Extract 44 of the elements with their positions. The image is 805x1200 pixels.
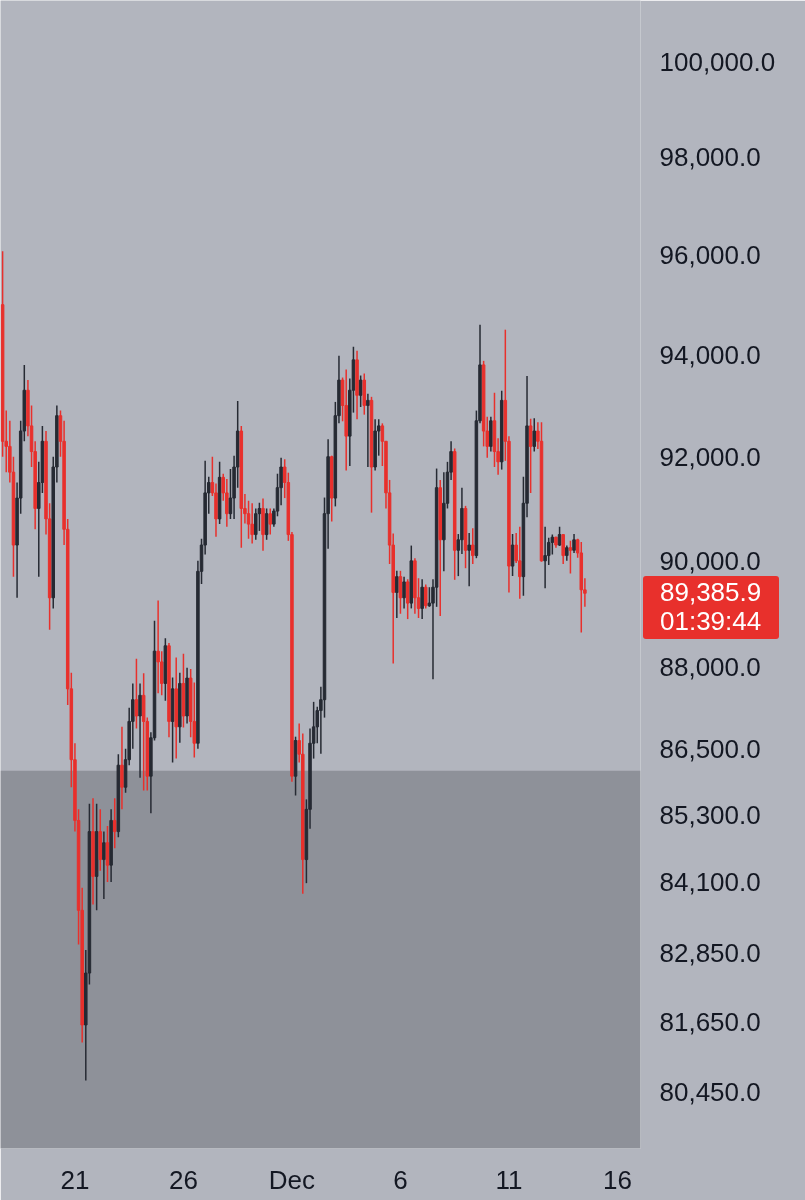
y-tick-label: 82,850.0: [659, 937, 761, 968]
x-tick-label: 26: [168, 1164, 198, 1195]
y-tick-label: 100,000.0: [659, 46, 776, 77]
candlestick: [423, 583, 428, 610]
candlestick: [395, 570, 399, 619]
y-tick-label: 98,000.0: [659, 142, 761, 173]
y-tick-label: 96,000.0: [659, 240, 761, 271]
text: 89,385.9: [660, 577, 762, 607]
y-tick-label: 85,300.0: [659, 799, 761, 830]
candlestick: [225, 478, 229, 528]
candlestick: [156, 599, 160, 694]
candlestick: [120, 726, 124, 811]
candlestick: [471, 527, 475, 565]
candlestick: [268, 507, 273, 536]
candlestick: [572, 533, 576, 554]
x-tick-label: 6: [393, 1164, 408, 1195]
y-tick-label: 88,000.0: [659, 652, 761, 683]
candlestick: [254, 507, 258, 541]
candlestick: [561, 533, 565, 565]
candlestick: [543, 525, 547, 590]
candlestick: [102, 830, 106, 900]
y-tick-label: 92,000.0: [659, 441, 761, 472]
x-tick-label: 11: [495, 1164, 523, 1195]
x-tick-label: 21: [60, 1164, 90, 1195]
y-tick-label: 80,450.0: [659, 1077, 761, 1108]
candlestick: [420, 578, 424, 620]
text: 01:39:44: [660, 606, 762, 636]
x-tick-label: Dec: [268, 1164, 316, 1195]
y-tick-label: 90,000.0: [659, 545, 761, 576]
x-tick-label: 16: [602, 1164, 632, 1195]
candlestick: [250, 502, 254, 545]
y-tick-label: 81,650.0: [659, 1007, 761, 1038]
candlestick: [264, 507, 269, 541]
candlestick: [405, 578, 410, 620]
candlestick: [358, 374, 363, 408]
candlestick: [402, 575, 406, 610]
y-tick-label: 86,500.0: [659, 733, 761, 764]
y-tick-label: 84,100.0: [659, 867, 761, 898]
y-tick-label: 94,000.0: [659, 339, 761, 370]
candlestick: [134, 657, 139, 730]
candlestick: [138, 682, 142, 779]
candlestick: [467, 532, 471, 587]
candlestick: [532, 417, 537, 453]
candlestick: [366, 393, 370, 468]
